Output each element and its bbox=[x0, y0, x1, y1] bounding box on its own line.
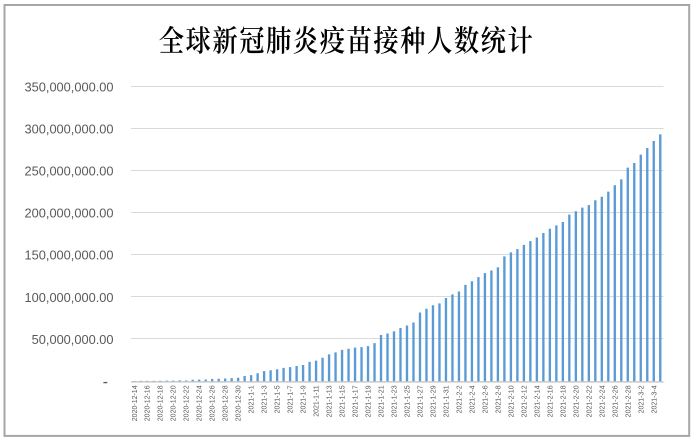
svg-text:2021-2-4: 2021-2-4 bbox=[469, 385, 476, 413]
svg-text:2021-1-9: 2021-1-9 bbox=[301, 385, 308, 413]
svg-text:2020-12-18: 2020-12-18 bbox=[158, 385, 165, 421]
svg-text:2021-1-7: 2021-1-7 bbox=[288, 385, 295, 413]
svg-text:2020-12-30: 2020-12-30 bbox=[236, 385, 243, 421]
svg-text:2021-1-11: 2021-1-11 bbox=[314, 385, 321, 417]
svg-text:2021-3-4: 2021-3-4 bbox=[651, 385, 658, 413]
svg-text:2021-2-2: 2021-2-2 bbox=[456, 385, 463, 413]
svg-text:2021-1-17: 2021-1-17 bbox=[353, 385, 360, 417]
svg-text:2021-2-16: 2021-2-16 bbox=[547, 385, 554, 417]
svg-text:2021-2-26: 2021-2-26 bbox=[612, 385, 619, 417]
svg-text:2021-2-8: 2021-2-8 bbox=[495, 385, 502, 413]
svg-text:2021-1-29: 2021-1-29 bbox=[430, 385, 437, 417]
svg-text:50,000,000.00: 50,000,000.00 bbox=[32, 332, 114, 347]
svg-text:200,000,000.00: 200,000,000.00 bbox=[25, 206, 114, 221]
svg-text:2021-2-22: 2021-2-22 bbox=[586, 385, 593, 417]
svg-text:2021-1-5: 2021-1-5 bbox=[275, 385, 282, 413]
svg-text:2021-1-25: 2021-1-25 bbox=[404, 385, 411, 417]
svg-text:2021-2-28: 2021-2-28 bbox=[625, 385, 632, 417]
svg-text:2020-12-24: 2020-12-24 bbox=[197, 385, 204, 421]
svg-text:250,000,000.00: 250,000,000.00 bbox=[25, 164, 114, 179]
svg-text:2021-2-14: 2021-2-14 bbox=[534, 385, 541, 417]
svg-text:2021-1-13: 2021-1-13 bbox=[327, 385, 334, 417]
svg-text:2021-3-2: 2021-3-2 bbox=[638, 385, 645, 413]
svg-text:2021-1-3: 2021-1-3 bbox=[262, 385, 269, 413]
svg-text:350,000,000.00: 350,000,000.00 bbox=[25, 79, 114, 94]
svg-text:2021-1-1: 2021-1-1 bbox=[249, 385, 256, 413]
svg-text:2020-12-16: 2020-12-16 bbox=[145, 385, 152, 421]
svg-text:2020-12-22: 2020-12-22 bbox=[184, 385, 191, 421]
svg-text:2020-12-20: 2020-12-20 bbox=[171, 385, 178, 421]
svg-text:2021-1-27: 2021-1-27 bbox=[417, 385, 424, 417]
svg-text:150,000,000.00: 150,000,000.00 bbox=[25, 248, 114, 263]
svg-text:2021-2-6: 2021-2-6 bbox=[482, 385, 489, 413]
svg-text:2020-12-26: 2020-12-26 bbox=[210, 385, 217, 421]
svg-text:2021-1-15: 2021-1-15 bbox=[340, 385, 347, 417]
svg-text:2021-2-18: 2021-2-18 bbox=[560, 385, 567, 417]
svg-text:2020-12-28: 2020-12-28 bbox=[223, 385, 230, 421]
svg-text:2021-2-12: 2021-2-12 bbox=[521, 385, 528, 417]
svg-text:2021-1-21: 2021-1-21 bbox=[379, 385, 386, 417]
svg-text:2021-2-10: 2021-2-10 bbox=[508, 385, 515, 417]
svg-text:2020-12-14: 2020-12-14 bbox=[132, 385, 139, 421]
svg-text:300,000,000.00: 300,000,000.00 bbox=[25, 121, 114, 136]
svg-text:2021-2-24: 2021-2-24 bbox=[599, 385, 606, 417]
svg-text:2021-1-31: 2021-1-31 bbox=[443, 385, 450, 417]
svg-text:100,000,000.00: 100,000,000.00 bbox=[25, 290, 114, 305]
svg-text:2021-2-20: 2021-2-20 bbox=[573, 385, 580, 417]
svg-text:2021-1-19: 2021-1-19 bbox=[366, 385, 373, 417]
svg-text:2021-1-23: 2021-1-23 bbox=[392, 385, 399, 417]
